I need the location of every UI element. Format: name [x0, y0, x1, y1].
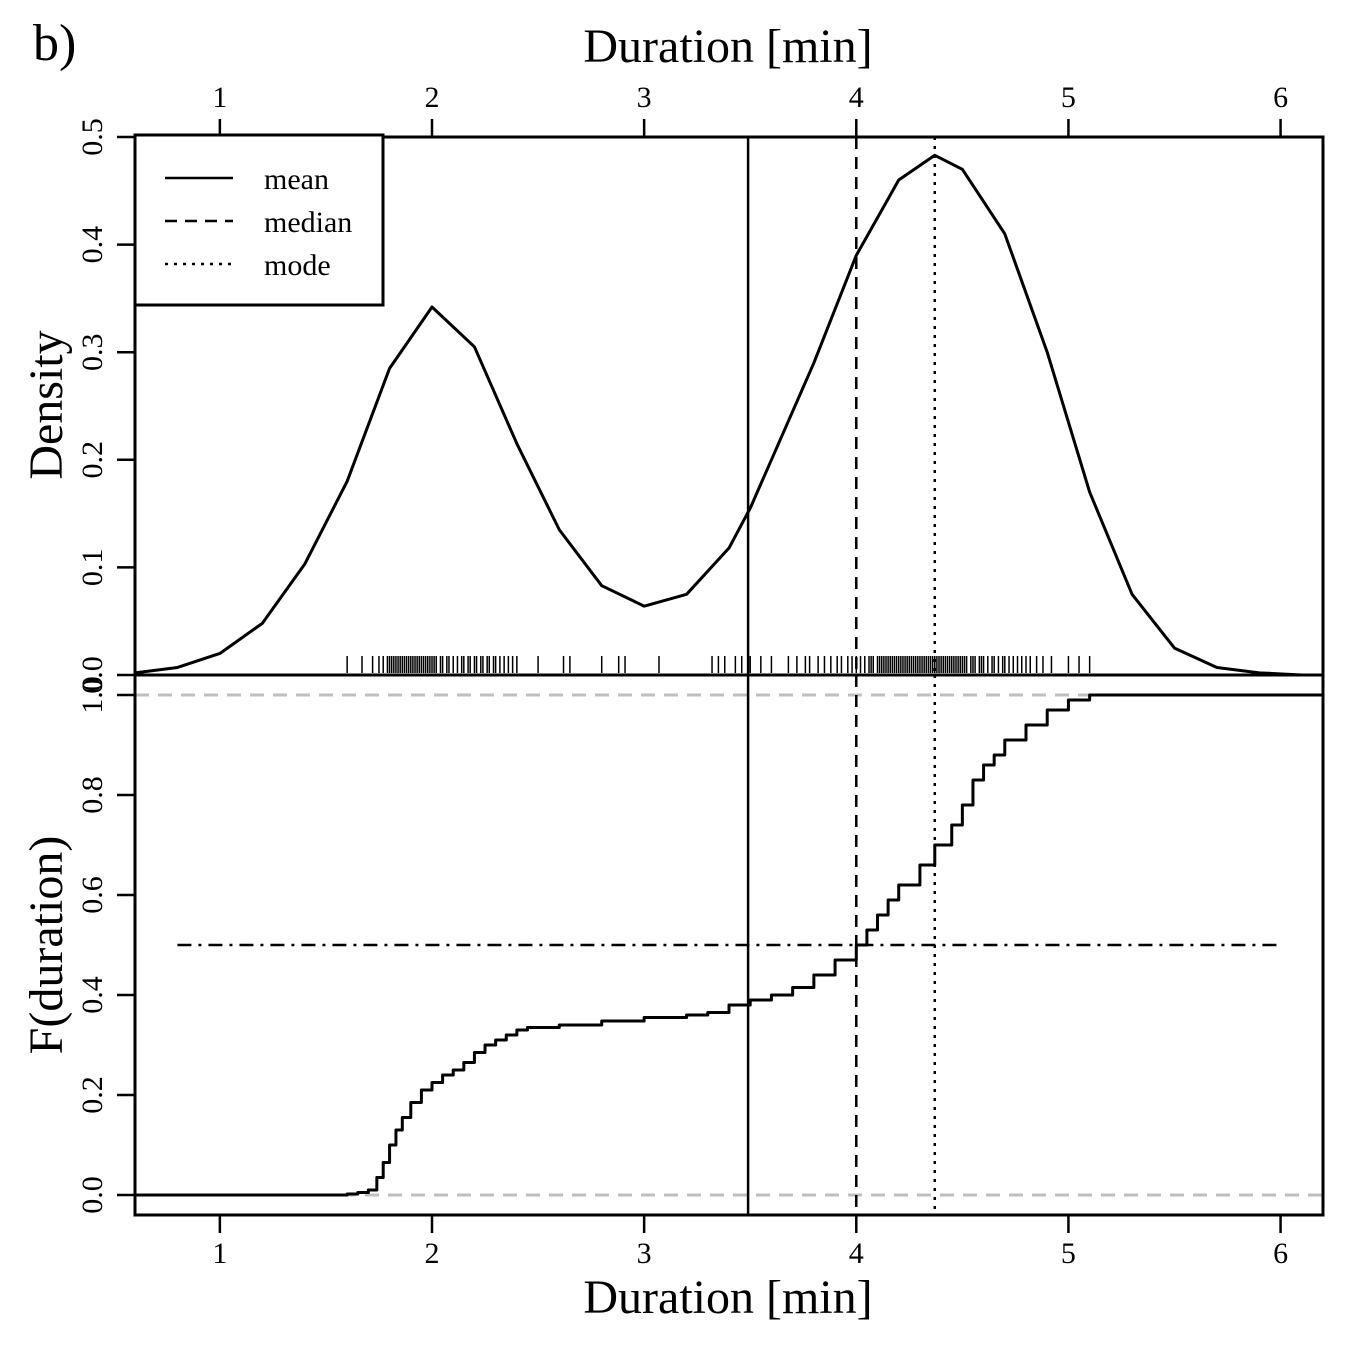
x-tick-label: 6 — [1273, 1237, 1288, 1270]
x-tick-label: 4 — [849, 81, 864, 114]
plot-frame — [133, 673, 1325, 1217]
density-panel: 0.0 0.1 0.2 0.3 0.4 0.5 1 2 3 4 5 6 — [76, 81, 1325, 694]
legend: mean median mode — [133, 133, 385, 307]
top-y-axis-label: Density — [20, 330, 73, 479]
y-tick-label: 0.6 — [76, 876, 109, 914]
y-tick-label: 0.0 — [76, 656, 109, 694]
y-tick-label: 0.5 — [76, 118, 109, 156]
bottom-y-axis-label: F(duration) — [20, 836, 73, 1055]
x-tick-label: 2 — [425, 81, 440, 114]
top-x-axis-label: Duration [min] — [583, 20, 872, 73]
y-tick-label: 0.0 — [76, 1176, 109, 1214]
x-tick-label: 3 — [637, 81, 652, 114]
x-tick-label: 1 — [212, 1237, 227, 1270]
legend-label-median: median — [264, 206, 352, 239]
y-tick-label: 0.3 — [76, 333, 109, 371]
y-tick-label: 0.4 — [76, 226, 109, 264]
y-tick-label: 0.2 — [76, 441, 109, 479]
series-ecdf — [135, 693, 1323, 1197]
x-tick-label: 6 — [1273, 81, 1288, 114]
x-tick-label: 5 — [1061, 81, 1076, 114]
legend-label-mean: mean — [264, 163, 329, 196]
x-tick-label: 5 — [1061, 1237, 1076, 1270]
legend-label-mode: mode — [264, 249, 331, 282]
bottom-x-axis-label: Duration [min] — [583, 1271, 872, 1324]
y-tick-label: 1.0 — [76, 676, 109, 714]
y-tick-label: 0.1 — [76, 549, 109, 587]
panel-label: b) — [33, 15, 76, 72]
y-tick-label: 0.4 — [76, 976, 109, 1014]
x-tick-label: 1 — [212, 81, 227, 114]
x-tick-label: 4 — [849, 1237, 864, 1270]
x-tick-label: 2 — [425, 1237, 440, 1270]
x-tick-label: 3 — [637, 1237, 652, 1270]
series-density — [134, 153, 1302, 677]
y-tick-label: 0.8 — [76, 776, 109, 814]
ecdf-panel: 0.0 0.2 0.4 0.6 0.8 1.0 1 2 3 4 5 6 — [76, 673, 1325, 1270]
y-tick-label: 0.2 — [76, 1076, 109, 1114]
